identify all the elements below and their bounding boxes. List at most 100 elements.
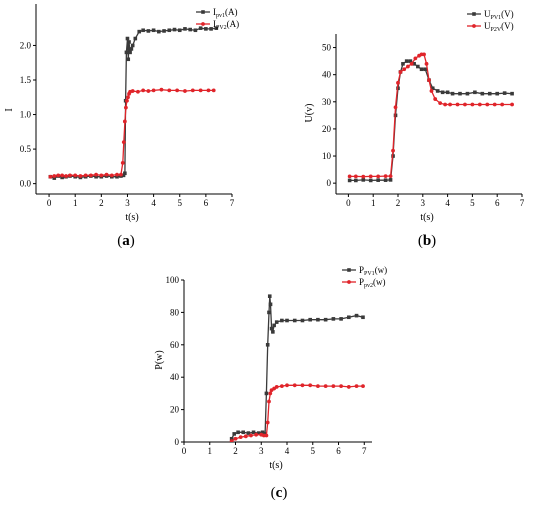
data-point xyxy=(300,383,305,388)
data-point xyxy=(123,105,128,110)
x-tick-label: 1 xyxy=(208,446,213,456)
y-tick-label: 40 xyxy=(170,372,180,382)
data-point xyxy=(331,317,336,321)
y-tick-label: 2.0 xyxy=(20,40,32,50)
data-point xyxy=(120,161,125,165)
data-point xyxy=(183,89,187,93)
data-point xyxy=(285,383,289,388)
x-tick-label: 2 xyxy=(233,446,238,456)
data-point xyxy=(361,174,366,179)
y-axis-label: U(v) xyxy=(304,104,315,123)
data-point xyxy=(129,47,134,51)
x-axis-label: t(s) xyxy=(269,460,282,471)
data-point xyxy=(204,27,208,31)
data-point xyxy=(267,294,272,298)
data-point xyxy=(427,78,431,83)
legend-swatch-marker xyxy=(201,10,205,14)
data-point xyxy=(477,102,482,107)
data-point xyxy=(396,80,400,85)
data-point xyxy=(88,173,93,178)
y-axis-label: P(w) xyxy=(154,350,165,369)
x-tick-label: 2 xyxy=(396,198,401,208)
data-point xyxy=(331,384,336,389)
data-point xyxy=(151,28,156,33)
y-tick-label: 60 xyxy=(170,340,180,350)
data-point xyxy=(292,383,297,388)
data-point xyxy=(435,89,440,93)
y-tick-label: 0.0 xyxy=(20,179,32,189)
data-point xyxy=(402,67,407,72)
data-point xyxy=(339,384,343,389)
data-point xyxy=(413,56,418,61)
legend-entry-label: PPV1(w) xyxy=(359,265,387,277)
data-point xyxy=(443,102,448,107)
data-point xyxy=(268,391,273,396)
data-point xyxy=(422,52,426,57)
data-point xyxy=(260,430,265,435)
data-point xyxy=(404,59,409,63)
data-point xyxy=(52,176,57,180)
data-point xyxy=(151,88,156,93)
y-axis-label: I xyxy=(4,108,15,111)
data-point xyxy=(246,431,251,435)
data-point xyxy=(450,91,455,96)
legend: PPV1(w)Ppv2(w) xyxy=(342,265,387,289)
data-point xyxy=(354,384,359,389)
y-tick-label: 80 xyxy=(170,307,180,317)
data-point xyxy=(52,174,57,178)
panel-label: (c) xyxy=(271,485,288,501)
data-point xyxy=(463,102,467,107)
data-point xyxy=(308,317,312,322)
y-tick-label: 20 xyxy=(170,405,180,415)
data-point xyxy=(300,318,305,323)
data-point xyxy=(465,91,470,96)
data-point xyxy=(133,36,138,41)
data-point xyxy=(78,174,83,178)
data-point xyxy=(470,102,475,107)
data-point xyxy=(214,26,219,30)
x-tick-label: 4 xyxy=(445,198,450,208)
data-point xyxy=(347,174,352,179)
data-point xyxy=(256,431,261,435)
data-point xyxy=(137,29,142,34)
data-point xyxy=(323,317,328,322)
data-point xyxy=(267,310,271,315)
data-point xyxy=(127,40,131,44)
data-point xyxy=(316,317,320,322)
data-point xyxy=(104,172,109,177)
y-tick-label: 50 xyxy=(322,43,332,53)
plot-area xyxy=(48,26,219,180)
data-point xyxy=(188,27,192,32)
data-point xyxy=(60,175,64,180)
y-tick-label: 0 xyxy=(327,178,332,188)
data-point xyxy=(251,430,256,435)
data-point xyxy=(419,67,424,72)
data-point xyxy=(354,313,359,318)
data-point xyxy=(500,102,505,107)
data-point xyxy=(183,27,187,31)
chart-panel-b: 0 1 2 3 4 5 6 7 0 10 20 30 40 50 t(s) U(v) UPV1(V)UP2V(V… xyxy=(304,9,525,249)
data-point xyxy=(429,89,434,93)
data-point xyxy=(401,62,405,66)
data-point xyxy=(408,59,413,63)
x-tick-label: 1 xyxy=(371,198,376,208)
data-point xyxy=(162,29,166,33)
data-point xyxy=(73,173,78,178)
data-point xyxy=(274,385,279,389)
data-point xyxy=(94,174,98,179)
data-point xyxy=(121,140,126,145)
data-point xyxy=(167,88,172,93)
data-point xyxy=(172,27,177,32)
data-point xyxy=(458,91,462,96)
data-point xyxy=(115,172,119,177)
plot-area xyxy=(347,52,514,183)
legend-entry-label: IPV2(A) xyxy=(213,19,239,31)
data-point xyxy=(448,102,452,107)
legend-swatch-marker xyxy=(347,280,351,284)
data-point xyxy=(280,318,284,323)
data-point xyxy=(175,88,180,93)
data-point xyxy=(388,178,393,182)
x-tick-label: 7 xyxy=(362,446,367,456)
y-tick-label: 0.5 xyxy=(20,144,32,154)
x-tick-label: 5 xyxy=(177,198,182,208)
